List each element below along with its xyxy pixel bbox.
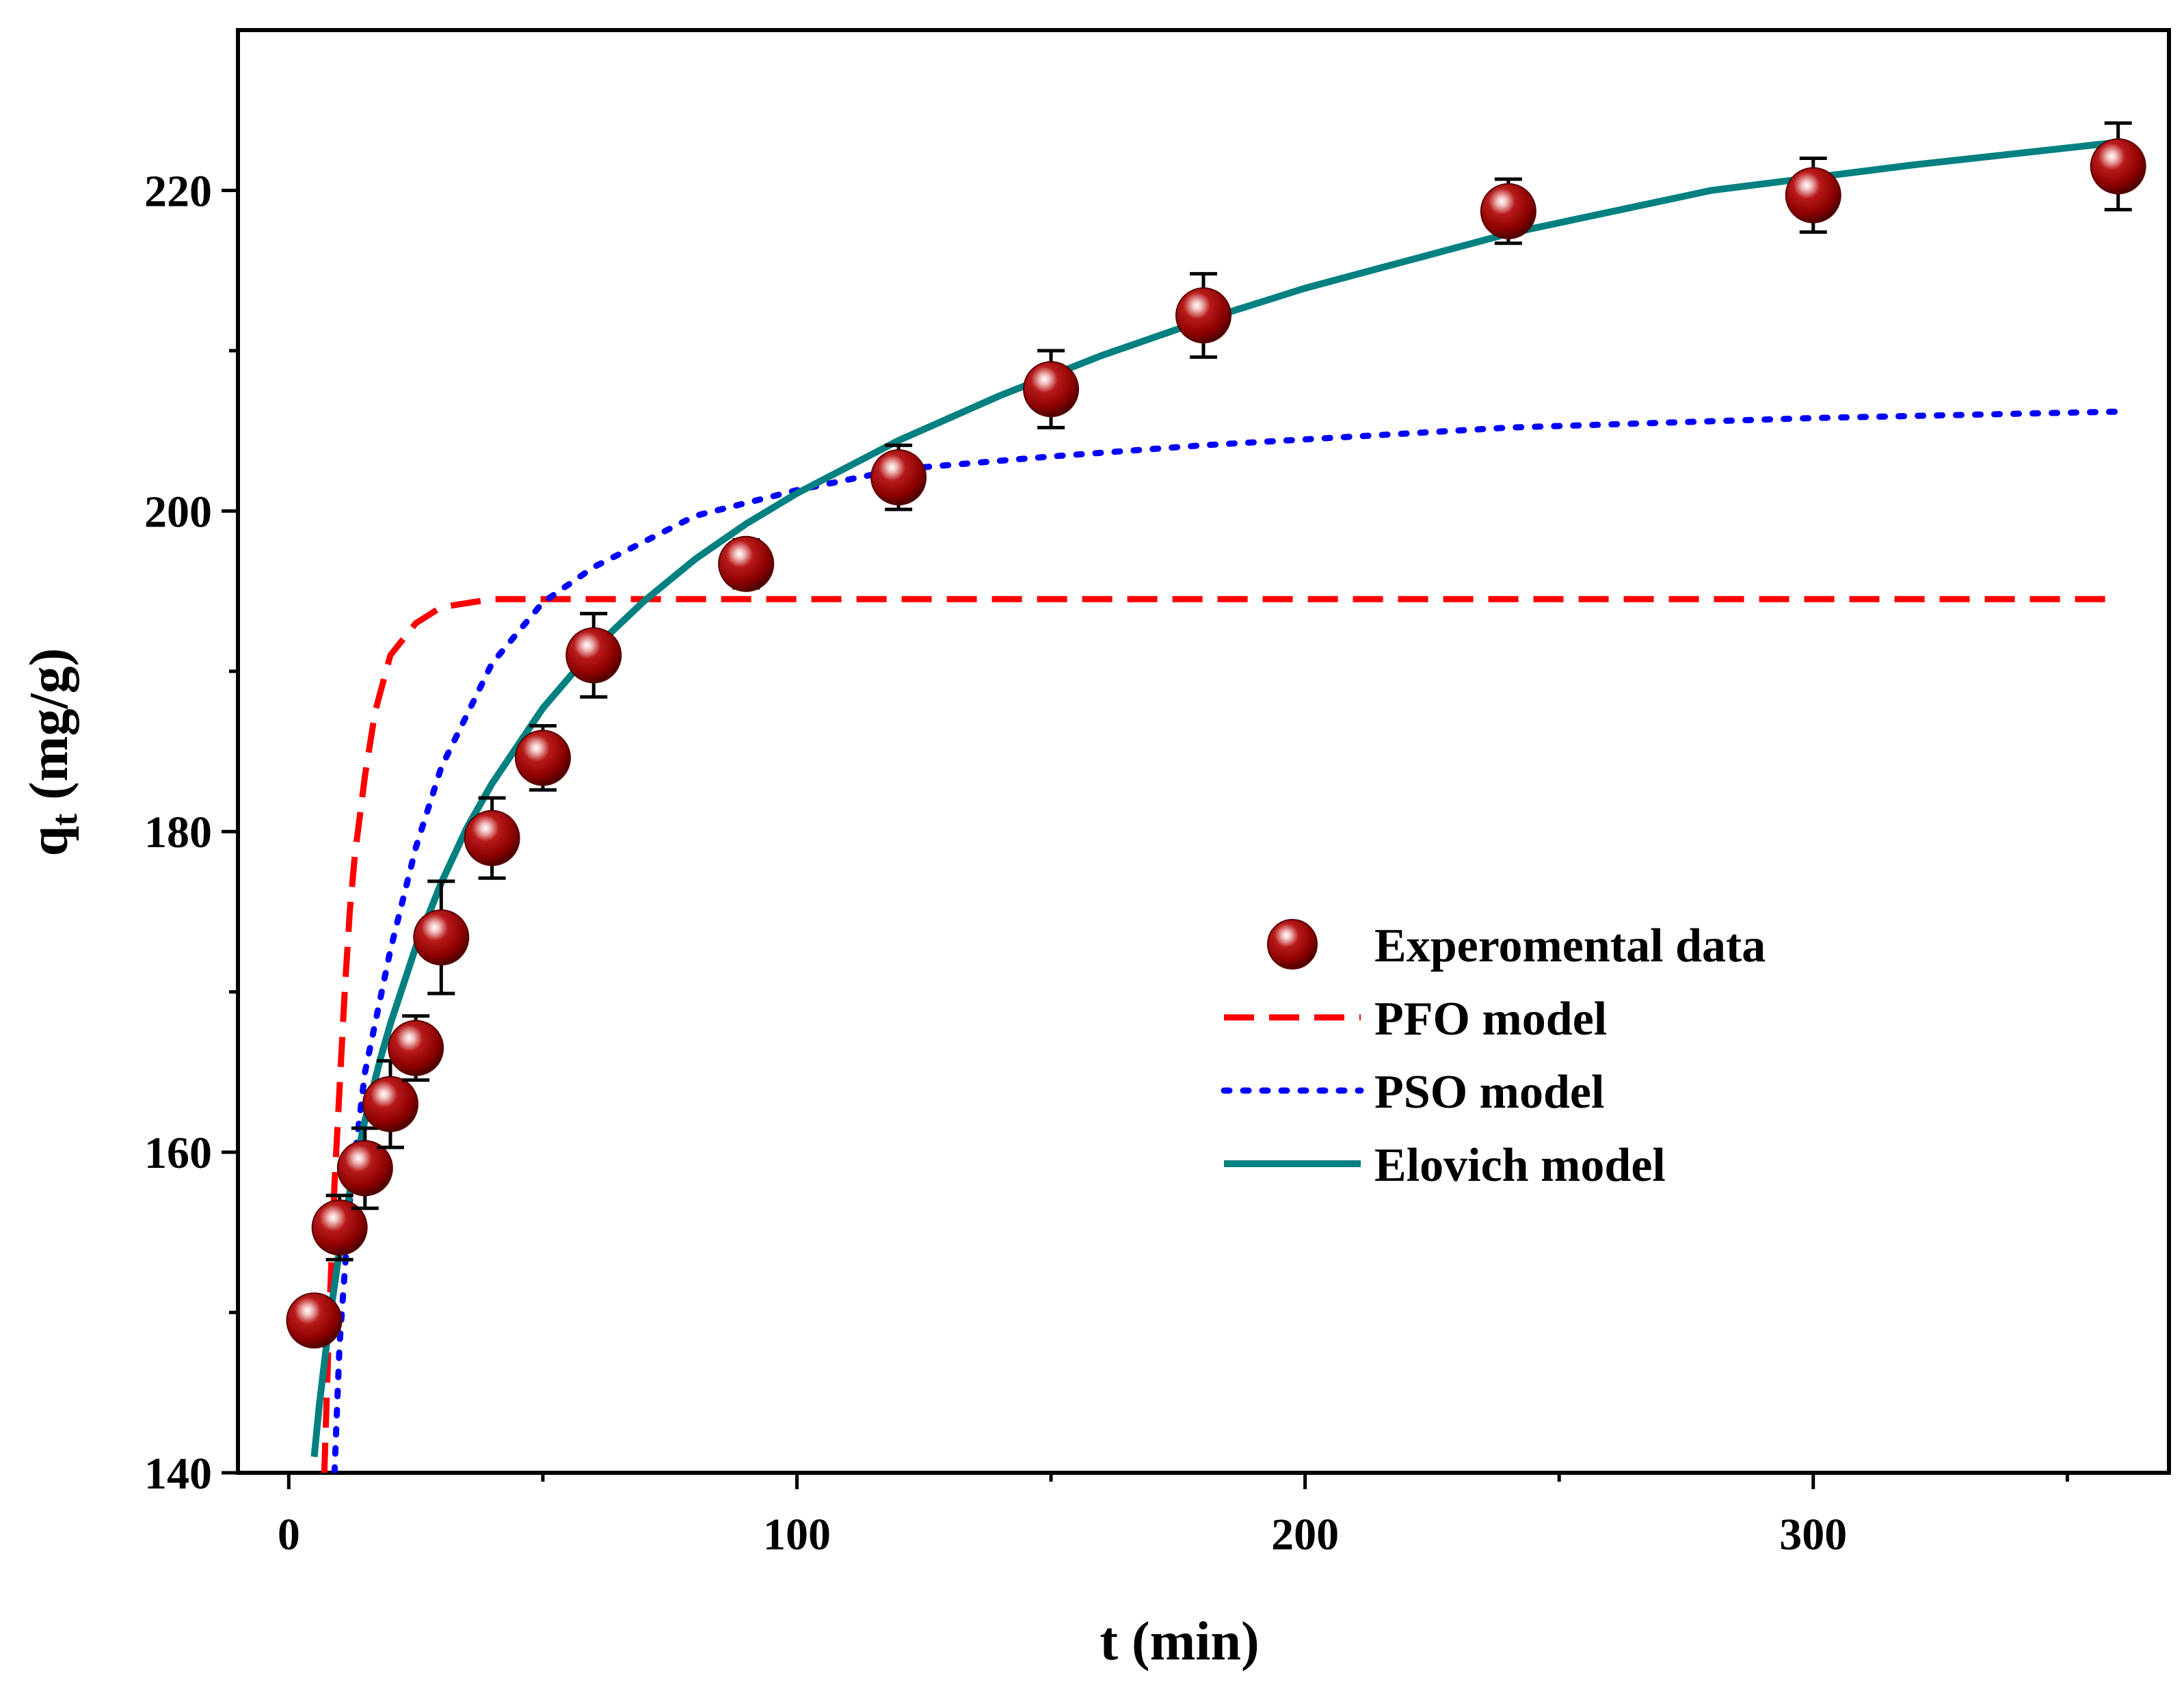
data-point <box>2090 121 2146 212</box>
data-point <box>870 443 927 511</box>
data-marker <box>336 1140 393 1197</box>
data-marker <box>565 627 622 684</box>
curve-pso-model <box>331 408 2122 1473</box>
legend-label-elovich: Elovich model <box>1374 1139 1666 1192</box>
model-curves <box>310 139 2122 1473</box>
legend-item-elovich: Elovich model <box>1224 1139 1666 1192</box>
x-axis-ticks: 0 100 200 300 <box>278 1473 2069 1560</box>
y-tick-label: 140 <box>144 1449 212 1499</box>
y-tick-label: 200 <box>144 487 212 537</box>
y-axis-label-main: q <box>19 826 79 857</box>
data-marker <box>311 1199 368 1256</box>
data-point <box>336 1126 393 1210</box>
data-marker <box>1480 183 1536 239</box>
legend-label-pso: PSO model <box>1374 1066 1604 1119</box>
data-marker <box>464 810 520 866</box>
x-tick-label: 100 <box>763 1510 831 1560</box>
data-marker <box>388 1019 444 1076</box>
x-tick-label: 0 <box>278 1510 300 1560</box>
x-axis-label: t (min) <box>1100 1612 1259 1672</box>
data-marker <box>362 1076 418 1132</box>
data-point <box>362 1058 418 1149</box>
curve-pfo-model <box>321 596 2118 1473</box>
data-marker <box>870 449 927 506</box>
data-point <box>718 535 775 592</box>
y-tick-label: 220 <box>144 166 212 216</box>
data-marker <box>1785 167 1841 224</box>
y-axis-label: qt (mg/g) <box>19 648 85 857</box>
y-axis-label-unit: (mg/g) <box>19 648 79 814</box>
data-point <box>514 723 571 792</box>
y-axis-label-subscript: t <box>44 814 85 826</box>
data-point <box>413 879 470 996</box>
data-point <box>565 611 622 699</box>
legend-item-pso: PSO model <box>1221 1066 1604 1119</box>
legend-label-experimental: Experomental data <box>1374 920 1766 972</box>
data-marker <box>1175 287 1231 344</box>
plot-area <box>236 28 2171 1475</box>
x-tick-label: 300 <box>1779 1510 1847 1560</box>
y-tick-label: 160 <box>144 1128 212 1178</box>
data-marker <box>1023 361 1080 418</box>
legend-item-pfo: PFO model <box>1224 993 1607 1045</box>
data-point <box>1785 157 1841 234</box>
legend-label-pfo: PFO model <box>1374 993 1607 1045</box>
data-marker <box>718 535 775 592</box>
legend-marker-experimental <box>1267 919 1318 970</box>
data-point <box>1480 177 1536 245</box>
data-marker <box>2090 138 2146 195</box>
y-axis-ticks: 140 160 180 200 220 <box>144 166 238 1499</box>
experimental-points <box>286 121 2146 1349</box>
x-tick-label: 200 <box>1271 1510 1339 1560</box>
data-marker <box>413 909 470 965</box>
data-point <box>1175 271 1231 359</box>
data-marker <box>514 730 571 786</box>
plot-frame <box>236 28 2171 1475</box>
data-point <box>464 796 520 880</box>
data-marker <box>286 1292 343 1349</box>
data-point <box>388 1014 444 1082</box>
legend-item-experimental: Experomental data <box>1267 919 1766 972</box>
legend: Experomental data PFO model PSO model El… <box>1221 919 1766 1192</box>
y-tick-label: 180 <box>144 808 212 857</box>
data-point <box>311 1193 368 1262</box>
data-point <box>286 1292 343 1349</box>
data-point <box>1023 349 1080 429</box>
